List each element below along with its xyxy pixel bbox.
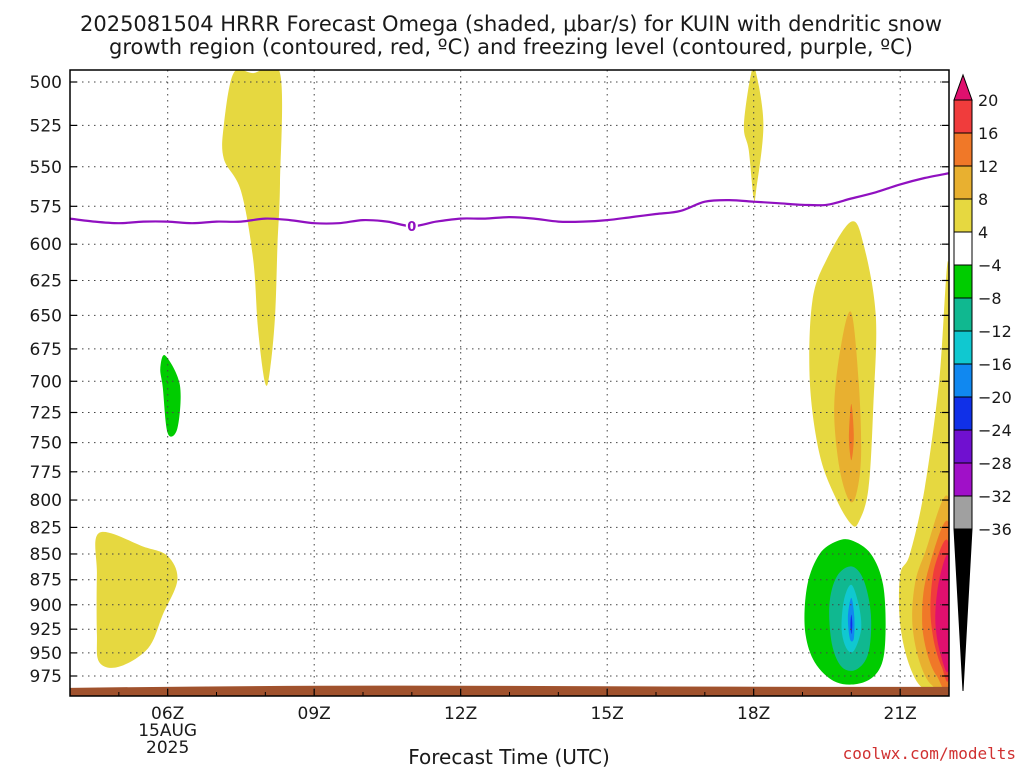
colorbar-swatch-4 bbox=[953, 198, 973, 233]
y-tick-label-700: 700 bbox=[30, 372, 62, 392]
colorbar-swatch-1 bbox=[953, 99, 973, 134]
colorbar-label-1: 20 bbox=[978, 91, 998, 110]
colorbar-swatch-13 bbox=[953, 495, 973, 530]
colorbar-swatch-9 bbox=[953, 363, 973, 398]
freezing-level-contour: 0 bbox=[70, 172, 949, 235]
omega-shading bbox=[95, 70, 949, 696]
omega-region-5 bbox=[834, 311, 862, 503]
freezing-level-line bbox=[70, 172, 949, 228]
chart-title-line1: 2025081504 HRRR Forecast Omega (shaded, … bbox=[80, 12, 942, 36]
freezing-level-label: 0 bbox=[407, 220, 416, 235]
colorbar-label-14: −36 bbox=[978, 520, 1012, 539]
colorbar-label-13: −32 bbox=[978, 487, 1012, 506]
y-tick-label-625: 625 bbox=[30, 271, 62, 291]
omega-region-11 bbox=[935, 554, 949, 673]
colorbar-top-arrow bbox=[953, 73, 973, 101]
freezing-level-label-bg bbox=[405, 218, 418, 235]
y-tick-label-525: 525 bbox=[30, 116, 62, 136]
colorbar-label-12: −28 bbox=[978, 454, 1012, 473]
y-tick-label-950: 950 bbox=[30, 644, 62, 664]
y-tick-label-750: 750 bbox=[30, 434, 62, 454]
x-tick-label-06Z: 06Z bbox=[151, 704, 184, 724]
y-tick-label-550: 550 bbox=[30, 158, 62, 178]
colorbar-label-11: −24 bbox=[978, 421, 1012, 440]
colorbar-label-6: −4 bbox=[978, 256, 1002, 275]
omega-region-2 bbox=[743, 70, 764, 203]
colorbar-swatch-6 bbox=[953, 264, 973, 299]
colorbar-swatch-10 bbox=[953, 396, 973, 431]
y-tick-label-875: 875 bbox=[30, 571, 62, 591]
y-tick-label-900: 900 bbox=[30, 596, 62, 616]
x-tick-sublabel-06Z-2: 2025 bbox=[146, 738, 189, 758]
colorbar-swatch-5 bbox=[953, 231, 973, 266]
omega-region-3 bbox=[95, 531, 178, 668]
y-axis: 500 525 550 575 600 625 650 675 700 725 750 775 800 8… bbox=[30, 73, 949, 687]
colorbar-swatch-2 bbox=[953, 132, 973, 167]
colorbar-swatch-12 bbox=[953, 462, 973, 497]
y-tick-label-975: 975 bbox=[30, 667, 62, 687]
y-tick-label-775: 775 bbox=[30, 463, 62, 483]
colorbar-label-3: 12 bbox=[978, 157, 998, 176]
x-tick-label-15Z: 15Z bbox=[591, 704, 624, 724]
omega-region-1 bbox=[222, 70, 283, 386]
colorbar-swatch-8 bbox=[953, 330, 973, 365]
colorbar-label-7: −8 bbox=[978, 289, 1002, 308]
chart-title-line2: growth region (contoured, red, ºC) and f… bbox=[109, 35, 913, 59]
credit-text: coolwx.com/modelts bbox=[843, 744, 1016, 763]
y-tick-label-675: 675 bbox=[30, 340, 62, 360]
x-tick-label-12Z: 12Z bbox=[444, 704, 477, 724]
colorbar-label-2: 16 bbox=[978, 124, 998, 143]
y-tick-label-500: 500 bbox=[30, 73, 62, 93]
x-tick-label-09Z: 09Z bbox=[298, 704, 331, 724]
colorbar-swatch-7 bbox=[953, 297, 973, 332]
y-tick-label-825: 825 bbox=[30, 518, 62, 538]
y-tick-label-600: 600 bbox=[30, 235, 62, 255]
colorbar-swatch-11 bbox=[953, 429, 973, 464]
y-tick-label-850: 850 bbox=[30, 545, 62, 565]
y-tick-label-575: 575 bbox=[30, 197, 62, 217]
x-axis-label: Forecast Time (UTC) bbox=[408, 745, 610, 768]
x-tick-sublabel-06Z-1: 15AUG bbox=[138, 721, 197, 741]
y-tick-label-800: 800 bbox=[30, 491, 62, 511]
y-tick-label-650: 650 bbox=[30, 306, 62, 326]
colorbar-label-4: 8 bbox=[978, 190, 988, 209]
colorbar-label-10: −20 bbox=[978, 388, 1012, 407]
terrain-surface bbox=[70, 685, 949, 696]
omega-region-6 bbox=[848, 403, 854, 461]
colorbar-bottom-arrow bbox=[953, 528, 973, 692]
y-tick-label-725: 725 bbox=[30, 403, 62, 423]
x-tick-label-18Z: 18Z bbox=[737, 704, 770, 724]
colorbar-swatch-3 bbox=[953, 165, 973, 200]
x-tick-label-21Z: 21Z bbox=[884, 704, 917, 724]
y-tick-label-925: 925 bbox=[30, 620, 62, 640]
colorbar-label-5: 4 bbox=[978, 223, 988, 242]
omega-region-12 bbox=[160, 355, 181, 437]
ground-layer bbox=[70, 685, 949, 696]
colorbar-label-8: −12 bbox=[978, 322, 1012, 341]
colorbar-label-9: −16 bbox=[978, 355, 1012, 374]
colorbar: 20 16 12 8 4 −4 −8 −12 −16 −20 −24 −28 −32 −36 bbox=[953, 73, 1012, 692]
grid-lines bbox=[70, 70, 949, 696]
